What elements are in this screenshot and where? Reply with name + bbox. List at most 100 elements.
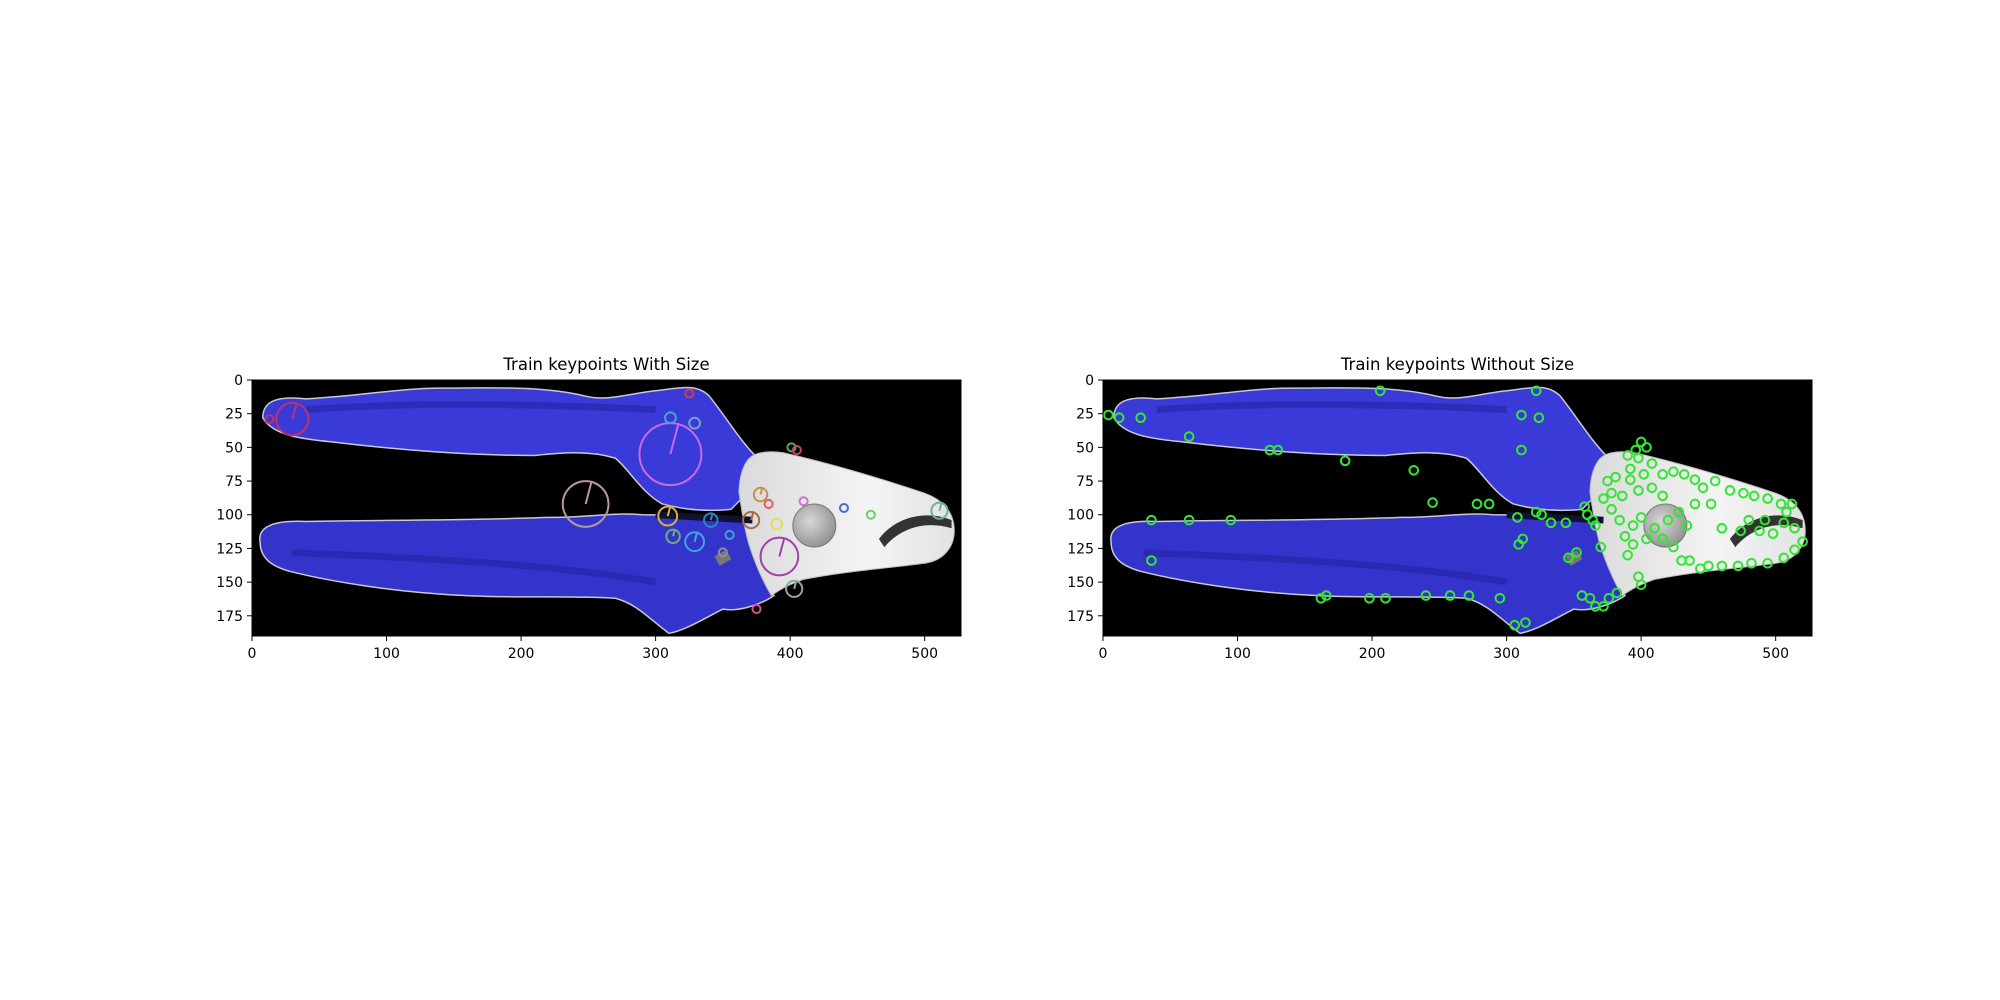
- keypoint-marker: [1668, 541, 1679, 553]
- keypoint-marker: [1444, 590, 1456, 601]
- keypoint-marker: [1339, 455, 1351, 467]
- keypoint-image: [1103, 380, 1812, 636]
- keypoint-marker: [1697, 482, 1709, 494]
- keypoint-marker: [1582, 509, 1593, 521]
- keypoint-marker: [742, 511, 761, 530]
- keypoints: [264, 388, 949, 615]
- x-tick-label: 100: [1224, 646, 1251, 662]
- keypoint-marker: [1627, 520, 1639, 531]
- keypoint-marker: [1633, 452, 1644, 464]
- keypoint-marker: [1635, 579, 1647, 591]
- keypoint-marker: [684, 531, 706, 553]
- keypoint-marker: [770, 517, 784, 531]
- keypoint-marker: [1678, 469, 1690, 480]
- keypoint-marker: [1321, 590, 1332, 601]
- keypoint-marker: [1735, 525, 1747, 537]
- keypoint-image: [252, 380, 961, 636]
- x-tick-label: 400: [777, 646, 804, 662]
- keypoint-marker: [1103, 409, 1114, 421]
- y-tick-label: 75: [225, 474, 243, 490]
- keypoint-orientation: [709, 513, 714, 521]
- keypoint-marker: [1778, 517, 1790, 529]
- keypoint-marker: [1797, 536, 1808, 547]
- keypoint-marker: [665, 528, 681, 545]
- keypoint-marker: [1689, 498, 1701, 510]
- y-tick-label: 50: [225, 440, 243, 456]
- keypoint-marker: [1622, 450, 1633, 461]
- keypoint-marker: [1657, 490, 1668, 502]
- keypoint-marker: [1513, 539, 1525, 550]
- keypoint-marker: [1746, 557, 1757, 569]
- keypoint-marker: [1225, 514, 1237, 526]
- x-tick-label: 500: [1762, 646, 1789, 662]
- keypoint-marker: [759, 536, 800, 577]
- keypoint-marker: [1516, 409, 1527, 421]
- keypoint-marker: [1625, 474, 1636, 486]
- keypoints: [1103, 385, 1808, 631]
- keypoint-marker: [264, 414, 275, 425]
- x-tick-label: 300: [1493, 646, 1520, 662]
- keypoint-marker: [1743, 514, 1755, 526]
- chart-title: Train keypoints With Size: [502, 355, 709, 374]
- keypoint-marker: [1603, 592, 1615, 604]
- keypoint-marker: [1135, 412, 1146, 424]
- shears-image: [1111, 387, 1805, 633]
- keypoint-marker: [1775, 498, 1787, 510]
- keypoint-marker: [1789, 522, 1800, 534]
- y-tick-label: 50: [1076, 440, 1094, 456]
- y-tick-label: 150: [1067, 575, 1094, 591]
- keypoint-marker: [703, 512, 719, 528]
- keypoint-marker: [786, 442, 797, 453]
- keypoint-marker: [1606, 487, 1617, 499]
- keypoint-orientation: [793, 580, 798, 590]
- keypoint-marker: [1614, 514, 1625, 526]
- keypoint-marker: [1530, 385, 1542, 397]
- keypoint-marker: [1374, 385, 1386, 397]
- y-tick-label: 0: [1085, 373, 1094, 389]
- keypoint-marker: [1520, 617, 1531, 628]
- keypoint-marker: [1471, 498, 1483, 510]
- keypoint-marker: [1610, 471, 1621, 483]
- axes-frame: [251, 379, 962, 637]
- keypoint-marker: [1590, 520, 1601, 531]
- x-tick-label: 0: [1099, 646, 1108, 662]
- y-tick-label: 125: [216, 541, 243, 557]
- keypoint-marker: [1748, 490, 1760, 502]
- keypoint-marker: [1545, 517, 1557, 529]
- keypoint-orientation: [938, 502, 943, 511]
- keypoint-marker: [1716, 522, 1728, 534]
- x-tick-label: 200: [1359, 646, 1386, 662]
- keypoint-marker: [1635, 436, 1647, 448]
- keypoint-marker: [1673, 506, 1685, 518]
- keypoint-marker: [1732, 560, 1744, 572]
- y-tick-label: 100: [216, 508, 243, 524]
- x-tick-label: 200: [508, 646, 535, 662]
- keypoint-orientation: [584, 481, 593, 505]
- keypoint-marker: [1638, 469, 1650, 480]
- keypoint-marker: [1183, 514, 1195, 526]
- keypoint-marker: [1146, 555, 1157, 566]
- keypoint-marker: [1705, 498, 1717, 510]
- keypoint-marker: [1635, 512, 1647, 523]
- keypoint-marker: [1512, 512, 1523, 523]
- keypoint-marker: [1420, 590, 1432, 601]
- keypoint-marker: [1668, 466, 1679, 477]
- keypoint-marker: [1646, 482, 1658, 494]
- keypoint-marker: [1533, 412, 1545, 424]
- keypoint-marker: [1315, 592, 1327, 604]
- chart-panel-1: 0 100 200 300 400 500 0 25 50 75 100 125 150 175 Train…: [216, 355, 962, 662]
- keypoint-marker: [1146, 514, 1157, 526]
- keypoint-marker: [1676, 555, 1687, 566]
- keypoint-marker: [1576, 590, 1588, 601]
- keypoint-marker: [930, 501, 949, 520]
- keypoint-marker: [1641, 533, 1652, 545]
- keypoint-marker: [1778, 552, 1790, 564]
- keypoint-marker: [1657, 533, 1668, 545]
- keypoint-marker: [1689, 474, 1701, 486]
- keypoint-marker: [724, 529, 735, 540]
- keypoint-marker: [1695, 563, 1706, 574]
- keypoint-marker: [785, 579, 804, 598]
- keypoint-marker: [1754, 525, 1765, 537]
- keypoint-marker: [791, 445, 802, 456]
- y-tick-label: 100: [1067, 508, 1094, 524]
